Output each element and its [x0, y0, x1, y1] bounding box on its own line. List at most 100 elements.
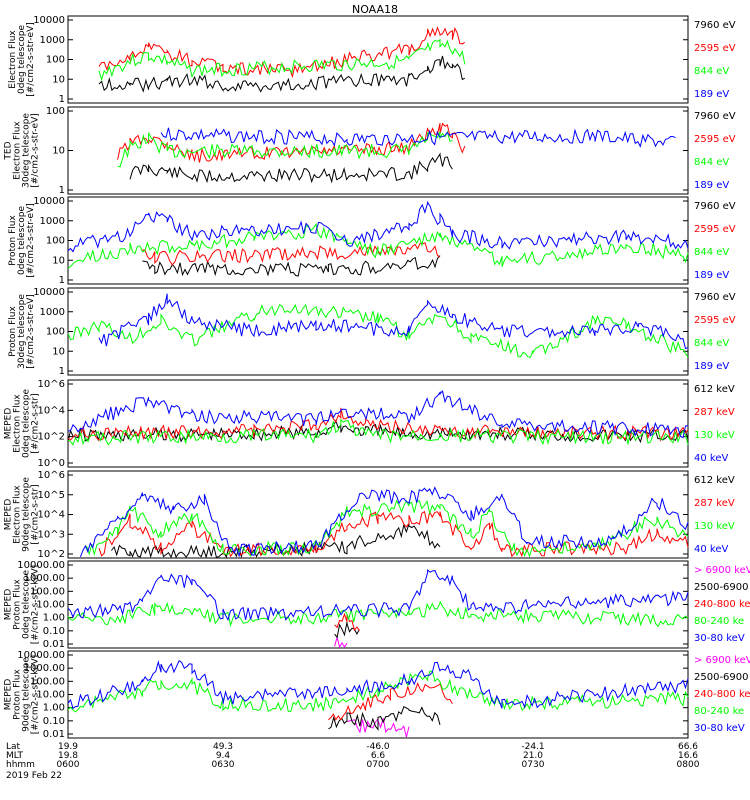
y-tick-label: 10	[52, 74, 65, 85]
y-axis-label-line: 0deg telescope	[17, 25, 27, 95]
series-black	[142, 255, 441, 277]
legend-entry: 80-240 ke	[694, 706, 744, 717]
legend-entry: > 6900 keV	[694, 655, 750, 666]
y-axis-label-line: [#/cm2-s-str-eV]	[31, 113, 41, 188]
legend-entry: 287 keV	[694, 407, 735, 418]
y-axis-label-line: TED	[4, 141, 14, 160]
legend-entry: 30-80 keV	[694, 633, 745, 644]
legend-entry: > 6900 keV	[694, 565, 750, 576]
x-tick-label: 66.6	[678, 742, 698, 752]
y-axis-label-line: [#/cm2-s-str-eV]	[26, 22, 36, 97]
y-tick-label: 100	[46, 236, 65, 247]
panel-7: 10000.001000.00100.0010.001.000.100.01ME…	[4, 560, 750, 650]
x-tick-label: 0800	[677, 760, 700, 770]
y-tick-label: 10000	[33, 196, 65, 207]
y-tick-label: 1000.00	[24, 573, 65, 584]
series-red	[334, 612, 360, 632]
legend-entry: 240-800 ke	[694, 599, 750, 610]
series-black	[328, 705, 441, 731]
legend-entry: 130 keV	[694, 521, 735, 532]
legend-entry: 2595 eV	[694, 43, 736, 54]
legend-entry: 844 eV	[694, 66, 729, 77]
y-tick-label: 100	[46, 106, 65, 117]
y-tick-label: 1.00	[43, 703, 65, 714]
y-axis-label-line: Electron Flux	[8, 30, 18, 89]
y-tick-label: 1	[59, 275, 65, 286]
x-tick-label: -46.0	[366, 742, 390, 752]
y-axis-label-line: Electron Flux	[13, 121, 23, 180]
y-tick-label: 1000	[40, 35, 65, 46]
y-axis-label-line: Proton Flux	[13, 669, 23, 720]
y-tick-label: 10000	[33, 287, 65, 298]
legend-entry: 189 eV	[694, 270, 729, 281]
x-tick-label: 16.6	[678, 751, 698, 761]
y-axis-label-line: 0deg telescope	[22, 570, 32, 640]
y-tick-label: 10000.00	[17, 560, 65, 571]
panel-8: 10000.001000.00100.0010.001.000.100.01ME…	[4, 650, 750, 740]
x-tick-label: 19.8	[58, 751, 78, 761]
y-tick-label: 10^3	[38, 529, 65, 540]
x-tick-label: 0630	[212, 760, 235, 770]
legend-entry: 30-80 keV	[694, 723, 745, 734]
legend-entry: 2595 eV	[694, 134, 736, 145]
panel-3: 10000 1000 100 10 1 Proton Flux 0deg telescope…	[8, 196, 736, 286]
y-tick-label: 1.00	[43, 613, 65, 624]
y-axis-label-line: [#/cm2-s-str-keV]	[31, 565, 41, 644]
y-tick-label: 10^2	[38, 432, 65, 443]
panel-frame	[67, 379, 689, 468]
x-tick-label: 0730	[522, 760, 545, 770]
y-tick-label: 1	[59, 185, 65, 196]
y-tick-label: 10^6	[38, 470, 65, 481]
y-tick-label: 100.00	[30, 676, 65, 687]
y-axis-label-line: 90deg telescope	[22, 477, 32, 552]
series-blue	[67, 568, 689, 622]
y-axis-label-line: [#/cm2-s-str-eV]	[26, 294, 36, 369]
x-tick-label: 9.4	[216, 751, 231, 761]
series-green	[67, 303, 689, 358]
y-axis-label-line: [#/cm2-s-str]	[31, 393, 41, 453]
legend-entry: 287 keV	[694, 498, 735, 509]
y-tick-label: 10^6	[38, 379, 65, 390]
y-tick-label: 10	[52, 146, 65, 157]
series-green	[98, 38, 466, 82]
y-axis-label-line: MEPED	[4, 408, 14, 440]
y-axis-label-line: 0deg telescope	[17, 206, 27, 276]
y-tick-label: 10000	[33, 15, 65, 26]
legend-entry: 40 keV	[694, 453, 728, 464]
legend-entry: 7960 eV	[694, 292, 736, 303]
y-axis-label-line: MEPED	[4, 589, 14, 621]
legend-entry: 2500-6900	[694, 672, 749, 683]
legend-entry: 189 eV	[694, 180, 729, 191]
y-tick-label: 1	[59, 94, 65, 105]
y-tick-label: 0.01	[43, 729, 65, 740]
y-tick-label: 100	[46, 327, 65, 338]
series-red	[328, 682, 453, 721]
y-tick-label: 10.00	[36, 690, 65, 701]
series-magenta	[334, 635, 348, 649]
y-axis-label-line: [#/cm2-s-str-keV]	[31, 655, 41, 734]
y-tick-label: 1000	[40, 307, 65, 318]
y-tick-label: 100.00	[30, 586, 65, 597]
series-black	[98, 55, 466, 93]
series-black	[67, 419, 689, 444]
x-tick-label: 19.9	[58, 742, 78, 752]
legend-entry: 612 keV	[694, 475, 735, 486]
legend-entry: 2595 eV	[694, 224, 736, 235]
series-black	[129, 152, 453, 184]
series-red	[142, 242, 441, 266]
x-tick-label: 21.0	[523, 751, 543, 761]
series-red	[98, 510, 689, 558]
legend-entry: 40 keV	[694, 544, 728, 555]
y-tick-label: 10	[52, 255, 65, 266]
y-tick-label: 10^5	[38, 490, 65, 501]
y-axis-label-line: Proton Flux	[8, 215, 18, 266]
y-axis-label: MEPED Proton Flux 90deg telescope [#/cm2-s-…	[4, 655, 41, 734]
y-axis-label-line: MEPED	[4, 679, 14, 711]
y-tick-label: 10^4	[38, 405, 65, 416]
series-blue	[79, 486, 689, 558]
legend-entry: 7960 eV	[694, 20, 736, 31]
series-red	[117, 122, 466, 163]
panel-2: 100 10 1 TED Electron Flux 30deg telescope [#/…	[4, 106, 736, 196]
x-row-label: Lat	[6, 742, 21, 752]
